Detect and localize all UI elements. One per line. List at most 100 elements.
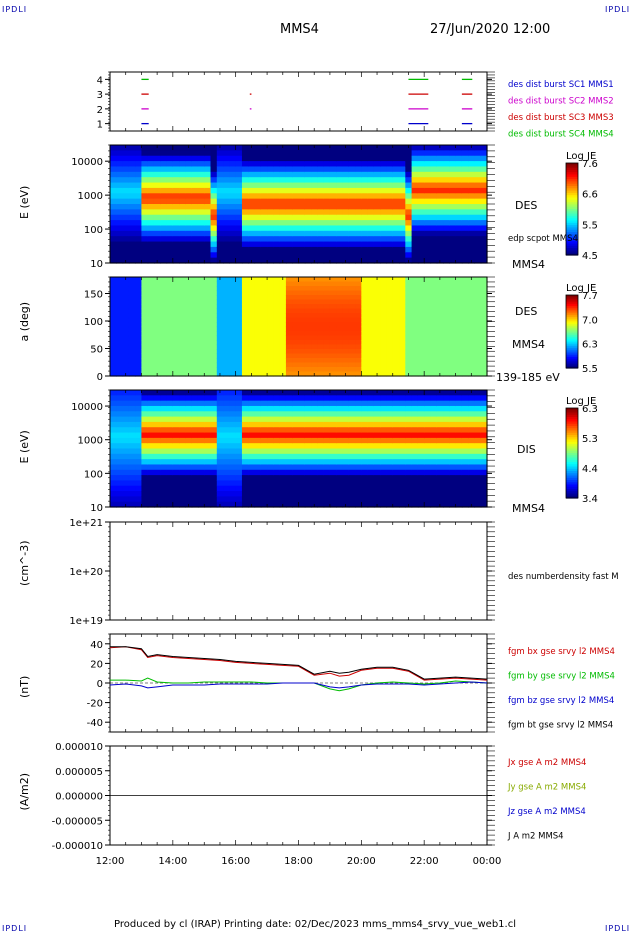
spectrogram-cell [449,344,457,350]
spectrogram-cell [285,371,293,377]
spectrogram-cell [267,177,274,184]
spectrogram-cell [373,453,381,460]
spectrogram-cell [141,349,149,355]
spectrogram-cell [210,322,218,328]
spectrogram-cell [260,480,268,487]
y-tick-label: 1000 [78,191,103,202]
spectrogram-cell [179,295,186,301]
spectrogram-cell [342,252,350,259]
spectrogram-cell [405,322,413,328]
spectrogram-cell [191,304,199,310]
spectrogram-cell [436,432,444,439]
spectrogram-cell [298,193,306,200]
spectrogram-cell [329,475,337,482]
spectrogram-cell [455,453,463,460]
colorbar-cell [566,462,578,465]
spectrogram-cell [311,295,318,301]
spectrogram-cell [110,344,117,350]
spectrogram-cell [367,209,375,216]
spectrogram-cell [204,166,212,173]
spectrogram-cell [185,405,193,412]
spectrogram-cell [292,198,300,205]
y-tick-label: 0 [97,679,103,690]
spectrogram-cell [229,390,237,396]
spectrogram-cell [304,395,312,402]
spectrogram-cell [342,193,350,200]
spectrogram-cell [449,182,457,189]
spectrogram-cell [273,464,281,471]
spectrogram-cell [405,340,413,346]
spectrogram-cell [430,501,438,508]
spectrogram-cell [480,198,488,205]
spectrogram-cell [399,198,406,205]
spectrogram-cell [210,353,218,359]
spectrogram-cell [323,335,331,341]
spectrogram-cell [399,182,406,189]
spectrogram-cell [197,220,205,227]
spectrogram-cell [317,501,325,508]
spectrogram-cell [367,469,375,476]
spectrogram-cell [355,405,362,412]
spectrogram-cell [116,411,124,418]
spectrogram-cell [141,405,149,412]
spectrogram-cell [455,225,463,232]
spectrogram-cell [166,257,174,264]
colorbar-cell [566,366,578,369]
spectrogram-cell [216,313,224,319]
spectrogram-cell [455,331,463,337]
spectrogram-cell [317,335,325,341]
spectrogram-cell [191,295,199,301]
spectrogram-cell [298,252,306,259]
spectrogram-cell [135,171,143,178]
spectrogram-cell [480,405,488,412]
colorbar-cell [566,484,578,488]
spectrogram-cell [191,331,199,337]
colorbar-cell [566,349,578,353]
spectrogram-cell [285,349,293,355]
spectrogram-cell [323,469,331,476]
spectrogram-cell [216,204,224,210]
spectrogram-cell [386,155,394,162]
spectrogram-cell [336,437,344,444]
spectrogram-cell [399,437,406,444]
footer-credits: Produced by cl (IRAP) Printing date: 02/… [114,919,516,930]
spectrogram-cell [474,496,482,503]
spectrogram-cell [342,177,350,184]
spectrogram-cell [197,464,205,471]
spectrogram-cell [191,187,199,194]
spectrogram-cell [160,358,168,364]
spectrogram-cell [179,182,186,189]
spectrogram-cell [122,299,130,305]
spectrogram-cell [298,230,306,237]
spectrogram-cell [380,252,388,259]
spectrogram-cell [380,214,388,221]
colorbar-cell [566,313,578,316]
spectrogram-cell [204,448,212,455]
spectrogram-cell [110,177,117,184]
spectrogram-cell [110,491,117,497]
spectrogram-cell [468,326,476,332]
spectrogram-cell [323,340,331,346]
panel-frame-density [109,521,488,621]
spectrogram-cell [216,353,224,359]
spectrogram-cell [235,317,243,323]
spectrogram-cell [336,299,344,305]
spectrogram-cell [273,469,281,476]
spectrogram-cell [474,252,482,259]
spectrogram-cell [474,322,482,328]
spectrogram-cell [172,367,180,373]
spectrogram-cell [424,390,432,396]
spectrogram-cell [116,171,124,178]
spectrogram-cell [417,166,425,173]
spectrogram-cell [430,145,438,151]
spectrogram-cell [317,304,325,310]
spectrogram-cell [449,177,457,184]
spectrogram-cell [216,209,224,216]
spectrogram-cell [204,453,212,460]
spectrogram-cell [135,496,143,503]
spectrogram-cell [417,453,425,460]
spectrogram-cell [468,411,476,418]
spectrogram-cell [122,416,130,423]
spectrogram-cell [411,225,419,232]
spectrogram-cell [411,150,419,157]
